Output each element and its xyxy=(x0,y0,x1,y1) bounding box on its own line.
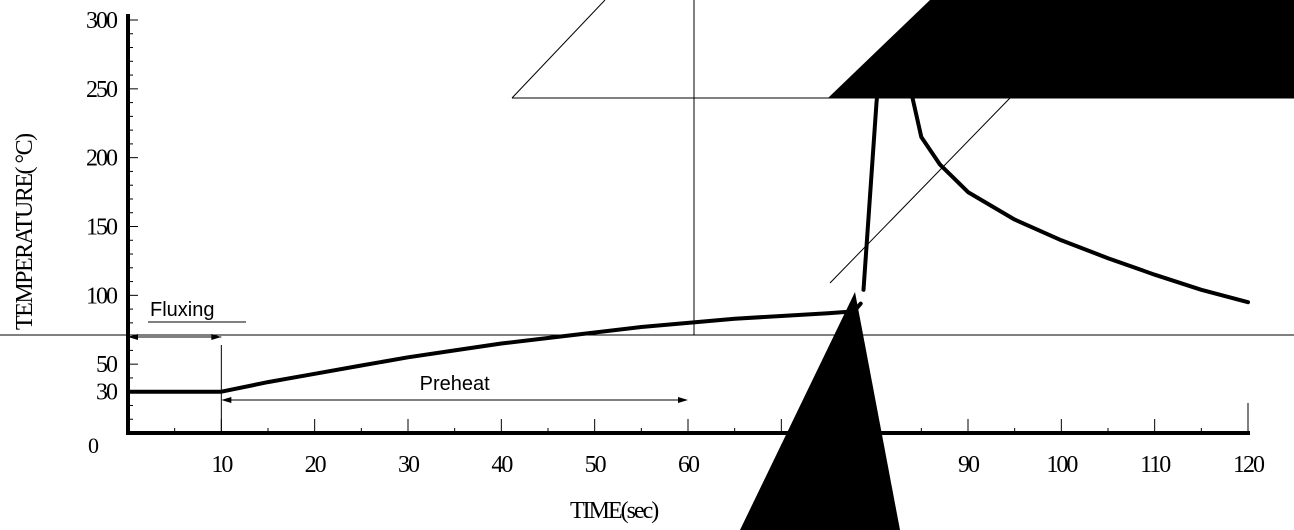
foreground-overlay-shapes xyxy=(740,0,1294,530)
x-tick-label: 10 xyxy=(211,452,233,478)
y-tick-label: 200 xyxy=(86,146,118,172)
y-tick-label: 300 xyxy=(86,8,118,34)
y-tick-label: 50 xyxy=(96,352,118,378)
x-tick-label: 40 xyxy=(491,452,513,478)
black-trapezoid-shape xyxy=(828,0,1294,98)
black-triangle-shape xyxy=(740,292,900,530)
x-tick-label: 20 xyxy=(305,452,327,478)
x-tick-label: 110 xyxy=(1140,452,1171,478)
origin-label: 0 xyxy=(88,433,99,458)
x-axis-ticks: 1020304050608090100110120 xyxy=(174,419,1267,478)
phase-annotations: Fluxing Preheat xyxy=(128,299,1249,433)
y-tick-label: 250 xyxy=(86,77,118,103)
x-tick-label: 50 xyxy=(585,452,607,478)
fluxing-label: Fluxing xyxy=(150,299,214,321)
fluxing-arrow-head xyxy=(211,334,222,340)
x-tick-label: 60 xyxy=(678,452,700,478)
temperature-series xyxy=(126,73,1250,394)
x-tick-label: 100 xyxy=(1046,452,1078,478)
y-tick-label: 150 xyxy=(86,215,118,241)
overlay-diagonal-line xyxy=(829,97,1011,284)
temperature-curve xyxy=(126,301,863,394)
x-tick-label: 90 xyxy=(958,452,980,478)
y-tick-label: 30 xyxy=(96,380,118,406)
overlay-diagonal-line xyxy=(511,0,606,99)
temperature-curve xyxy=(861,73,882,292)
x-tick-label: 120 xyxy=(1233,452,1265,478)
preheat-arrow-head xyxy=(678,397,688,403)
preheat-label: Preheat xyxy=(420,373,490,395)
x-axis-label: TIME(sec) xyxy=(570,498,658,524)
temperature-curve xyxy=(908,73,1250,305)
y-axis-label: TEMPERATURE( °C) xyxy=(12,134,38,330)
y-tick-label: 100 xyxy=(86,283,118,309)
preheat-arrow-head xyxy=(221,397,232,403)
fluxing-arrow-head xyxy=(128,334,138,340)
x-tick-label: 30 xyxy=(398,452,420,478)
